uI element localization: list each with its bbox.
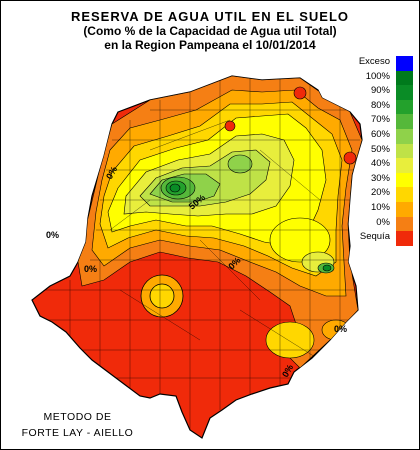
legend-label: 100% [365,70,390,82]
legend-label: 20% [370,187,390,199]
legend-swatch [396,172,413,188]
legend-swatch [396,143,413,159]
zone-60pct-north [227,154,253,174]
legend-item: 20% [358,187,420,203]
legend-label: 0% [376,216,390,228]
legend-label: 90% [370,85,390,97]
legend-label: 60% [370,129,390,140]
legend-swatch [396,158,413,174]
legend-swatch [396,216,413,232]
legend-swatch [396,99,413,115]
legend-swatch [396,129,413,144]
legend-swatch [396,114,413,130]
legend-item: 50% [358,143,420,159]
legend-swatch [396,56,413,71]
legend-item: 0% [358,216,420,232]
legend-label: 50% [370,143,390,155]
department-boundaries [40,78,360,430]
zone-southwest-20pct [149,283,175,309]
legend-item: 90% [358,85,420,101]
zone-southeast-20pct [265,321,315,359]
zone-east-dry [343,151,357,165]
map-subtitle: (Como % de la Capacidad de Agua util Tot… [83,24,337,38]
zone-east-30pct [269,217,331,263]
legend-swatch [396,202,413,217]
label-0pct-southeast: 0% [334,324,347,334]
legend-swatch [396,70,413,86]
zone-north-dry [293,86,307,100]
legend-item: 70% [358,114,420,130]
method-label-line2: FORTE LAY - AIELLO [21,427,134,439]
legend-item: Exceso [358,56,420,71]
zone-north-dry-2 [224,120,236,132]
legend-item: 10% [358,202,420,217]
method-label-line1: METODO DE [43,411,112,423]
legend-item: 40% [358,158,420,174]
legend-swatch [396,187,413,203]
zone-90pct [169,183,181,193]
legend-item: 60% [358,129,420,144]
legend-label: 70% [370,114,390,126]
legend-label: 10% [370,202,390,213]
legend-label: 80% [370,99,390,111]
legend-item: Sequía [358,231,420,247]
legend-label: Exceso [358,56,390,67]
legend-swatch [396,231,413,247]
label-0pct-southwest: 0% [46,230,59,240]
legend-label: 30% [370,172,390,184]
zone-east-wet [322,264,332,272]
map-date-line: en la Region Pampeana el 10/01/2014 [104,38,316,52]
legend-item: 80% [358,99,420,115]
legend-label: Sequía [359,231,390,243]
map-title: RESERVA DE AGUA UTIL EN EL SUELO [70,9,350,24]
legend-item: 30% [358,172,420,188]
legend-swatch [396,85,413,101]
legend-label: 40% [370,158,390,170]
legend-item: 100% [358,70,420,86]
label-0pct-center: 0% [84,264,97,274]
